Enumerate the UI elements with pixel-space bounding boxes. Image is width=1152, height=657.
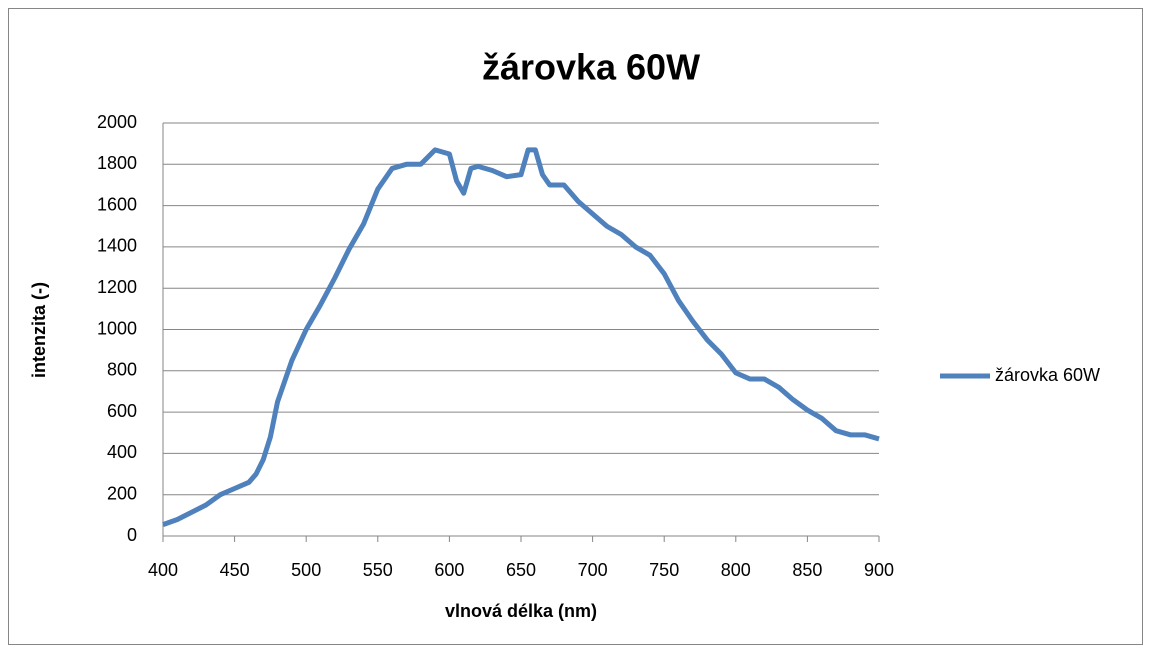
- x-tick-label: 550: [363, 560, 393, 580]
- y-tick-label: 400: [107, 442, 137, 462]
- x-tick-label: 450: [220, 560, 250, 580]
- y-tick-label: 1200: [97, 277, 137, 297]
- series-line: [162, 147, 880, 527]
- y-tick-label: 0: [127, 525, 137, 545]
- x-tick-label: 400: [148, 560, 178, 580]
- x-tick-label: 650: [506, 560, 536, 580]
- x-tick-label: 700: [578, 560, 608, 580]
- x-tick-label: 600: [434, 560, 464, 580]
- y-tick-label: 800: [107, 360, 137, 380]
- x-tick-label: 800: [721, 560, 751, 580]
- legend-label: žárovka 60W: [995, 365, 1100, 385]
- y-axis-label: intenzita (-): [29, 282, 49, 378]
- y-tick-label: 200: [107, 483, 137, 503]
- x-axis-label: vlnová délka (nm): [445, 601, 597, 621]
- y-tick-label: 2000: [97, 112, 137, 132]
- y-tick-label: 1800: [97, 153, 137, 173]
- y-tick-label: 600: [107, 401, 137, 421]
- chart-border: [8, 8, 1143, 645]
- x-tick-label: 750: [649, 560, 679, 580]
- x-tick-label: 500: [291, 560, 321, 580]
- x-tick-label: 900: [864, 560, 894, 580]
- chart-title: žárovka 60W: [482, 47, 700, 88]
- y-tick-label: 1600: [97, 194, 137, 214]
- y-tick-label: 1400: [97, 236, 137, 256]
- y-tick-label: 1000: [97, 318, 137, 338]
- x-tick-label: 850: [792, 560, 822, 580]
